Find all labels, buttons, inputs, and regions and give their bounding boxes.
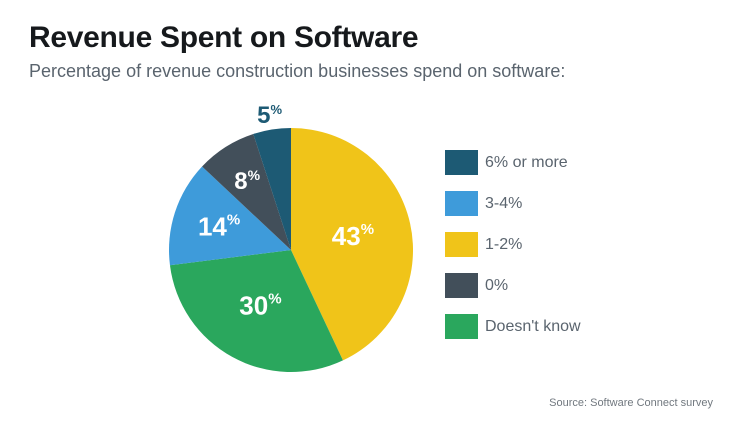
source-text: Source: Software Connect survey [549, 397, 713, 409]
legend-item: Doesn't know [445, 314, 581, 339]
legend-item: 3-4% [445, 191, 581, 216]
pie-slice-3 [202, 133, 291, 250]
pie-label-0: 43% [332, 221, 374, 252]
legend-label: 3-4% [485, 195, 523, 212]
legend-swatch [445, 232, 478, 257]
legend-label: 6% or more [485, 154, 568, 171]
legend-swatch [445, 191, 478, 216]
pie-slice-2 [168, 166, 291, 266]
pie-label-4: 5% [257, 102, 282, 129]
pie-slice-0 [291, 127, 414, 361]
legend-swatch [445, 273, 478, 298]
legend-label: Doesn't know [485, 318, 581, 335]
pie-slice-1 [169, 250, 343, 373]
page-title: Revenue Spent on Software [29, 21, 419, 54]
page-subtitle: Percentage of revenue construction busin… [29, 61, 566, 81]
legend-swatch [445, 314, 478, 339]
legend: 6% or more 3-4% 1-2% 0% Doesn't know [445, 150, 581, 355]
pie-label-1: 30% [239, 290, 281, 321]
pie-label-3: 8% [234, 167, 260, 195]
pie-label-2: 14% [198, 211, 240, 242]
pie-slice-4 [253, 128, 291, 250]
legend-item: 6% or more [445, 150, 581, 175]
legend-item: 1-2% [445, 232, 581, 257]
legend-swatch [445, 150, 478, 175]
legend-item: 0% [445, 273, 581, 298]
legend-label: 1-2% [485, 236, 523, 253]
legend-label: 0% [485, 277, 509, 294]
